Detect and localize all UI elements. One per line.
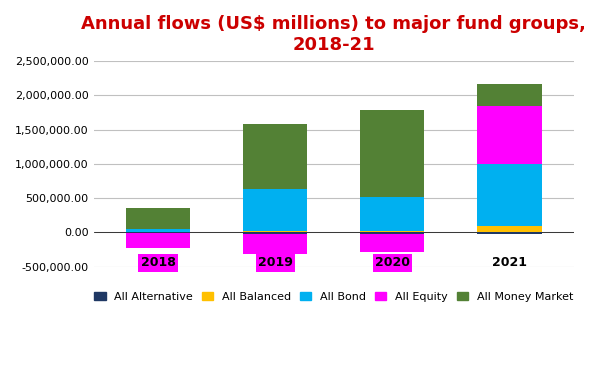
Bar (243, 232, 307, 234)
Bar (126, 229, 190, 232)
Text: 2018: 2018 (140, 256, 175, 270)
Text: 2020: 2020 (375, 256, 410, 270)
Bar (360, 232, 424, 234)
Text: 2019: 2019 (258, 256, 293, 270)
Legend: All Alternative, All Balanced, All Bond, All Equity, All Money Market: All Alternative, All Balanced, All Bond,… (90, 287, 577, 307)
Text: 2021: 2021 (492, 256, 527, 270)
Bar (360, 231, 424, 232)
Bar (243, 124, 307, 189)
Bar (477, 232, 542, 234)
Bar (360, 110, 424, 197)
Bar (477, 84, 542, 105)
Bar (243, 234, 307, 254)
Bar (360, 197, 424, 231)
Bar (477, 164, 542, 226)
Bar (477, 105, 542, 164)
Bar (243, 189, 307, 231)
Title: Annual flows (US$ millions) to major fund groups,
2018-21: Annual flows (US$ millions) to major fun… (81, 15, 586, 54)
Bar (126, 232, 190, 234)
Bar (126, 208, 190, 229)
Bar (243, 231, 307, 232)
Bar (360, 234, 424, 252)
Bar (477, 226, 542, 232)
Bar (126, 234, 190, 248)
